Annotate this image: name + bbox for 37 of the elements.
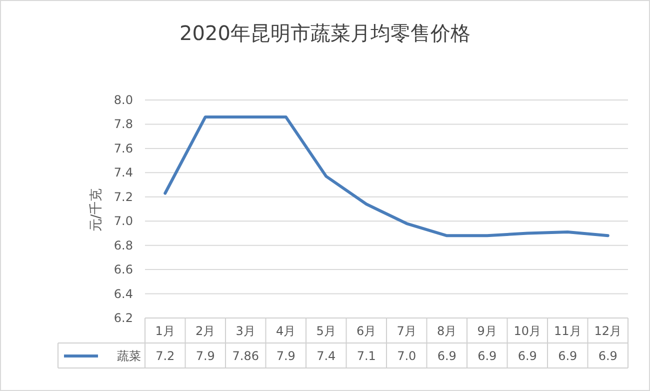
text: 7.8 <box>114 117 133 132</box>
y-axis-title: 元/千克 <box>89 188 104 232</box>
x-tick-label: 4月 <box>276 324 296 338</box>
data-label: 7.9 <box>196 349 215 363</box>
text: 6.2 <box>114 311 133 325</box>
x-tick-label: 3月 <box>236 324 256 338</box>
x-tick-label: 11月 <box>554 324 582 338</box>
data-label: 6.9 <box>478 349 497 363</box>
data-label: 7.2 <box>156 349 175 363</box>
data-label: 7.0 <box>397 349 416 363</box>
x-tick-label: 2月 <box>196 324 216 338</box>
text: 6.6 <box>114 262 133 277</box>
text: 8.0 <box>114 93 133 107</box>
x-tick-label: 6月 <box>356 324 376 338</box>
data-label: 6.9 <box>518 349 537 363</box>
x-tick-label: 8月 <box>437 324 457 338</box>
x-tick-label: 9月 <box>477 324 497 338</box>
data-label: 7.9 <box>276 349 296 363</box>
data-label: 6.9 <box>437 349 456 363</box>
text: 7.2 <box>114 190 133 204</box>
x-tick-label: 1月 <box>155 324 175 338</box>
data-label: 6.9 <box>558 349 578 363</box>
text: 6.4 <box>114 286 133 301</box>
x-tick-label: 5月 <box>316 324 336 338</box>
x-tick-label: 10月 <box>514 324 542 338</box>
text: 6.8 <box>114 238 133 252</box>
data-label: 7.4 <box>316 349 336 363</box>
x-tick-label: 12月 <box>594 324 622 338</box>
text: 7.6 <box>114 141 133 156</box>
x-tick-label: 7月 <box>396 324 416 338</box>
legend-label: 蔬菜 <box>117 349 141 363</box>
data-label: 7.1 <box>356 349 376 363</box>
data-label: 6.9 <box>598 349 618 363</box>
chart-title: 2020年昆明市蔬菜月均零售价格 <box>180 21 470 45</box>
text: 7.0 <box>114 214 133 228</box>
text: 7.4 <box>114 166 133 180</box>
data-label: 7.86 <box>232 349 259 363</box>
